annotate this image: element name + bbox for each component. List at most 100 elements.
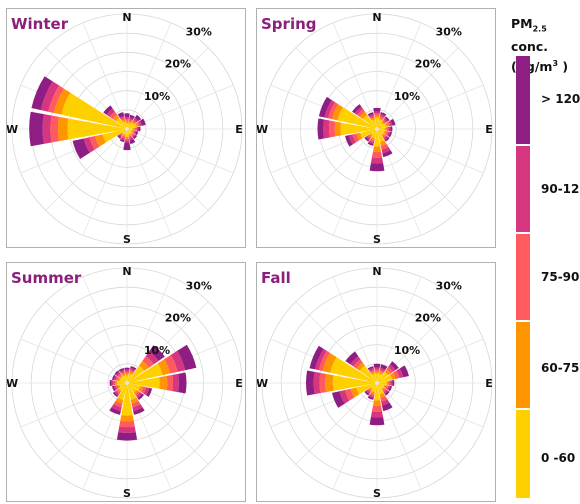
petal-NNE-bin-4 — [380, 112, 387, 117]
petal-SE-bin-3 — [132, 134, 136, 138]
petal-SSW-bin-4 — [367, 141, 374, 146]
petal-WSW-bin-1 — [95, 134, 106, 147]
petal-SE-bin-0 — [128, 384, 137, 393]
petal-SW-bin-0 — [370, 130, 376, 136]
petal-E-bin-2 — [388, 380, 391, 386]
petal-NE-bin-4 — [384, 116, 390, 122]
petal-NE-bin-3 — [133, 117, 139, 123]
petal-NW-bin-1 — [359, 111, 368, 120]
grid-spoke — [376, 128, 459, 211]
petal-NW-bin-2 — [357, 109, 365, 117]
petal-N-bin-0 — [374, 117, 380, 128]
legend-label-0-60: 0 -60 — [541, 451, 576, 465]
wind-rose-panel-summer: 10% 20% 30% N E S W Summer — [6, 262, 246, 502]
petal-ESE-bin-1 — [131, 130, 134, 133]
wind-rose-chart: 10% 20% 30% N E S W — [257, 11, 493, 246]
petal-NE-bin-0 — [128, 122, 134, 128]
petal-NW-bin-2 — [117, 373, 122, 378]
petal-ENE-bin-3 — [396, 368, 404, 379]
grid-spoke — [126, 22, 172, 130]
petal-W-bin-2 — [113, 380, 116, 386]
panel-title: Fall — [261, 269, 291, 287]
petal-NW-bin-1 — [112, 114, 120, 122]
petal-WSW-bin-4 — [72, 138, 90, 160]
petal-SSW-bin-2 — [369, 392, 375, 397]
petal-SE-bin-2 — [382, 134, 387, 139]
petal-WSW-bin-1 — [350, 387, 360, 398]
petal-WNW-bin-2 — [318, 350, 331, 372]
petal-NW-bin-4 — [352, 104, 362, 114]
petal-ENE-bin-1 — [385, 122, 389, 127]
petal-SW-bin-1 — [369, 387, 373, 391]
petal-N-bin-1 — [125, 120, 129, 124]
grid-spoke — [376, 382, 459, 465]
petal-NW-bin-3 — [115, 371, 121, 377]
petal-ESE-bin-3 — [143, 387, 150, 396]
petal-SSE-bin-4 — [133, 407, 145, 415]
petal-N-bin-4 — [124, 113, 130, 118]
petal-N-bin-3 — [124, 117, 130, 120]
petal-ENE-bin-3 — [388, 120, 393, 127]
petal-SSE-bin-3 — [381, 146, 391, 154]
grid-spoke — [332, 22, 378, 130]
petal-N-bin-2 — [374, 113, 380, 116]
petal-SSE-bin-1 — [130, 397, 139, 404]
petal-NNE-bin-3 — [379, 367, 386, 372]
petal-WSW-bin-2 — [89, 136, 100, 150]
compass-label-s: S — [373, 233, 381, 246]
compass-label-w: W — [7, 377, 18, 390]
petal-SW-bin-4 — [364, 390, 370, 396]
petal-SSW-bin-4 — [119, 138, 125, 143]
petal-ENE-bin-0 — [378, 374, 393, 383]
wind-rose-panel-fall: 10% 20% 30% N E S W Fall — [256, 262, 496, 502]
grid-spoke — [126, 128, 234, 174]
petal-NE-bin-3 — [388, 364, 396, 372]
petal-W-bin-1 — [115, 380, 118, 386]
petal-WNW-bin-2 — [328, 102, 339, 120]
compass-label-e: E — [485, 377, 493, 390]
petal-ESE-bin-0 — [378, 383, 385, 388]
petal-SSE-bin-1 — [128, 133, 132, 137]
petal-ESE-bin-4 — [146, 387, 153, 397]
petal-SSW-bin-2 — [113, 400, 123, 408]
petal-ESE-bin-2 — [140, 386, 147, 394]
petal-N-bin-2 — [124, 371, 130, 374]
petal-W-bin-2 — [50, 115, 59, 143]
petal-SSW-bin-0 — [371, 384, 377, 393]
grid-spoke — [332, 382, 378, 490]
petal-SSW-bin-4 — [367, 395, 374, 400]
petal-SW-bin-1 — [117, 388, 122, 393]
petal-W-bin-1 — [57, 116, 69, 142]
petal-E-bin-4 — [390, 126, 393, 132]
radial-tick-label: 20% — [415, 312, 441, 325]
petal-N-bin-0 — [375, 373, 379, 382]
petal-S-bin-4 — [123, 142, 131, 151]
petal-SW-bin-0 — [119, 384, 126, 391]
radial-tick-label: 30% — [186, 26, 212, 39]
petal-NW-bin-0 — [359, 365, 376, 382]
petal-NNW-bin-0 — [371, 119, 377, 128]
radial-tick-label: 30% — [436, 26, 462, 39]
petal-SSE-bin-0 — [377, 384, 384, 395]
petal-S-bin-1 — [125, 136, 129, 139]
petal-NE-bin-4 — [148, 345, 165, 362]
legend-swatch-0-60 — [516, 410, 530, 498]
petal-SSE-bin-0 — [377, 130, 385, 143]
petal-SSE-bin-2 — [128, 135, 133, 139]
petal-SSE-bin-2 — [380, 143, 389, 150]
petal-W-bin-1 — [325, 373, 334, 393]
petal-E-bin-0 — [128, 127, 133, 131]
petal-SW-bin-2 — [367, 388, 372, 393]
petal-WNW-bin-0 — [119, 378, 126, 383]
petal-NE-bin-1 — [381, 121, 385, 125]
petal-NNW-bin-1 — [370, 371, 375, 375]
petal-S-bin-1 — [372, 400, 382, 407]
grid-spoke — [126, 128, 172, 236]
petal-SW-bin-0 — [122, 130, 126, 134]
petal-SE-bin-1 — [130, 132, 134, 136]
petal-WSW-bin-2 — [345, 388, 355, 401]
petal-SW-bin-2 — [367, 134, 372, 139]
petal-SE-bin-1 — [133, 389, 139, 395]
petal-NE-bin-3 — [145, 351, 159, 365]
grid-spoke — [20, 382, 128, 428]
